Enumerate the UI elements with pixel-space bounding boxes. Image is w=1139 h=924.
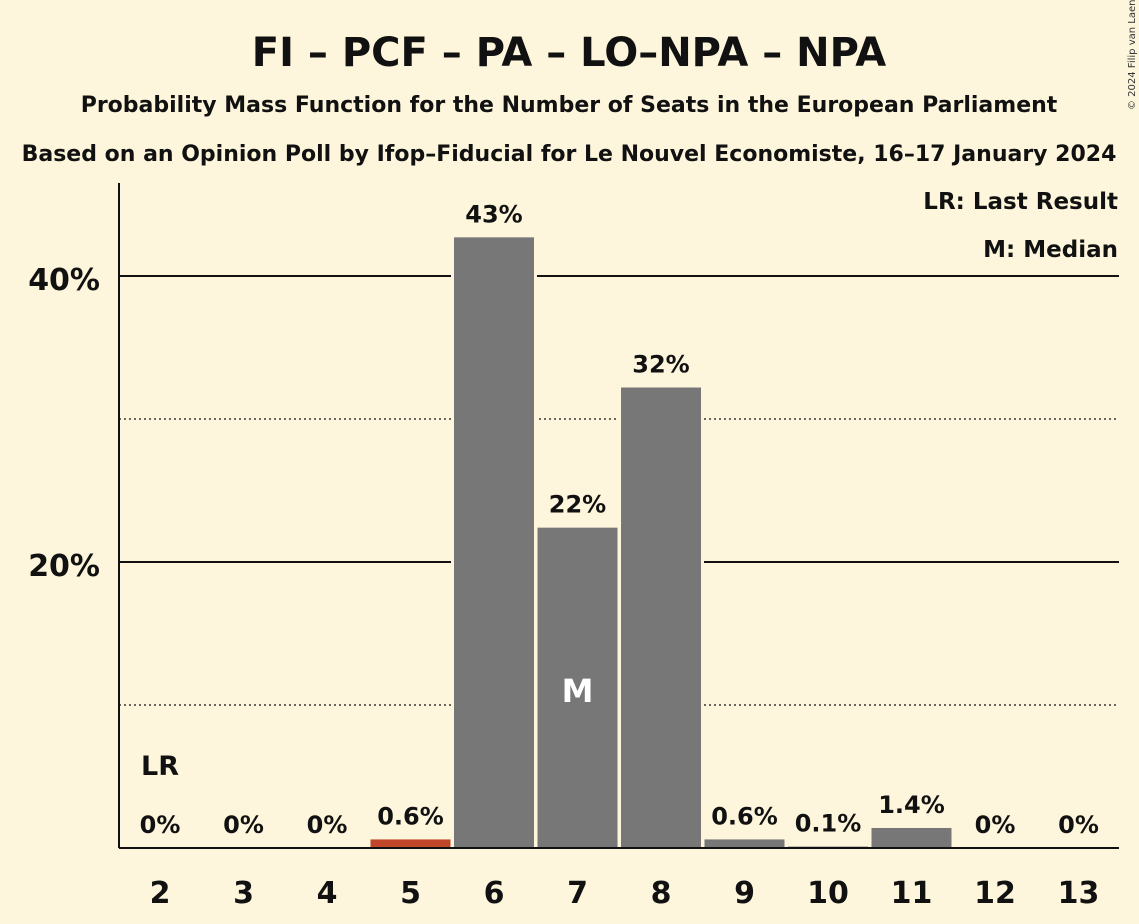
- bar-halo: [785, 842, 871, 848]
- data-labels: 0% 0% 0% 0.6% 43% 22% 32% 0.6% 0.1% 1.4% 0% 0% LR M: [140, 200, 1099, 839]
- legend-median: M: Median: [983, 237, 1118, 263]
- data-label-11: 1.4%: [878, 791, 945, 819]
- data-label-2: 0%: [140, 811, 181, 839]
- chart-title: FI – PCF – PA – LO–NPA – NPA: [252, 30, 886, 76]
- data-label-13: 0%: [1058, 811, 1099, 839]
- data-label-7: 22%: [549, 491, 606, 519]
- x-tick-labels: 2 3 4 5 6 7 8 9 10 11 12 13: [150, 876, 1100, 911]
- data-label-8: 32%: [632, 351, 689, 379]
- bars: [367, 233, 955, 848]
- y-tick-labels: 20% 40%: [28, 263, 100, 584]
- x-tick-label-13: 13: [1058, 876, 1100, 911]
- copyright-text: © 2024 Filip van Laenen: [1127, 0, 1138, 110]
- x-tick-label-2: 2: [150, 876, 171, 911]
- x-tick-label-11: 11: [891, 876, 933, 911]
- chart-subtitle: Probability Mass Function for the Number…: [81, 93, 1058, 118]
- last-result-marker: LR: [141, 751, 179, 782]
- x-tick-label-7: 7: [567, 876, 588, 911]
- bar-8: [621, 387, 701, 848]
- x-tick-label-6: 6: [484, 876, 505, 911]
- bar-6: [454, 237, 534, 848]
- bar-5: [370, 839, 451, 848]
- data-label-12: 0%: [975, 811, 1016, 839]
- bar-11: [871, 827, 952, 848]
- median-marker: M: [562, 672, 594, 710]
- legend-last-result: LR: Last Result: [923, 189, 1118, 215]
- bar-9: [704, 839, 785, 848]
- x-tick-label-5: 5: [400, 876, 421, 911]
- x-tick-label-8: 8: [651, 876, 672, 911]
- data-label-5: 0.6%: [377, 802, 444, 830]
- data-label-6: 43%: [465, 200, 522, 228]
- x-tick-label-4: 4: [317, 876, 338, 911]
- y-tick-label: 20%: [28, 549, 100, 584]
- x-tick-label-12: 12: [974, 876, 1016, 911]
- bar-7: [537, 527, 618, 848]
- y-tick-label: 40%: [28, 263, 100, 298]
- data-label-3: 0%: [223, 811, 264, 839]
- x-tick-label-9: 9: [734, 876, 755, 911]
- data-label-4: 0%: [307, 811, 348, 839]
- x-tick-label-3: 3: [233, 876, 254, 911]
- data-label-10: 0.1%: [795, 810, 862, 838]
- data-label-9: 0.6%: [711, 802, 778, 830]
- x-tick-label-10: 10: [807, 876, 849, 911]
- chart-subtitle-source: Based on an Opinion Poll by Ifop–Fiducia…: [22, 142, 1117, 167]
